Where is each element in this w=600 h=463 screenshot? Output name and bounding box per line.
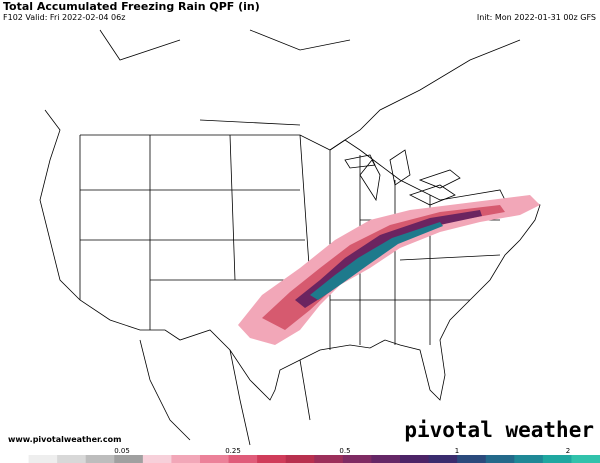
colorbar-swatch [457, 455, 487, 463]
colorbar-swatch [342, 455, 372, 463]
valid-time: F102 Valid: Fri 2022-02-04 06z [3, 13, 126, 22]
logo: pivotal weather [404, 418, 594, 442]
colorbar-swatch [57, 455, 87, 463]
colorbar-swatch [571, 455, 600, 463]
colorbar-swatch [400, 455, 430, 463]
colorbar-swatch [0, 455, 30, 463]
colorbar-swatch [514, 455, 544, 463]
colorbar-swatch [485, 455, 515, 463]
colorbar-swatch [371, 455, 401, 463]
colorbar-tick-label: 0.5 [339, 447, 350, 455]
freezing-rain-swath [238, 195, 540, 345]
colorbar-swatch [85, 455, 115, 463]
colorbar-tick-label: 0.25 [225, 447, 241, 455]
colorbar-swatch [542, 455, 572, 463]
boundaries [39, 29, 541, 446]
colorbar-swatch [28, 455, 58, 463]
colorbar-tick-label: 2 [566, 447, 570, 455]
colorbar-tick-label: 1 [455, 447, 459, 455]
colorbar-swatch [200, 455, 230, 463]
colorbar-swatch [114, 455, 144, 463]
init-time: Init: Mon 2022-01-31 00z GFS [476, 13, 596, 22]
colorbar-tick-label: 0.05 [114, 447, 130, 455]
title: Total Accumulated Freezing Rain QPF (in) [3, 0, 260, 13]
colorbar-swatch [428, 455, 458, 463]
website: www.pivotalweather.com [8, 435, 122, 444]
colorbar: 0.05 0.25 0.5 1 2 [0, 447, 600, 463]
colorbar-swatch [257, 455, 287, 463]
colorbar-swatch [285, 455, 315, 463]
colorbar-swatch [228, 455, 258, 463]
colorbar-swatch [171, 455, 201, 463]
colorbar-swatch [142, 455, 172, 463]
colorbar-swatch [314, 455, 344, 463]
